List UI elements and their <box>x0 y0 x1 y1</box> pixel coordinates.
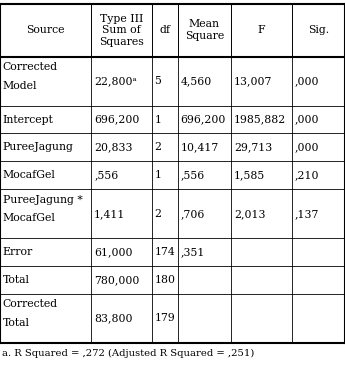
Text: 1,411: 1,411 <box>94 209 126 219</box>
Text: F: F <box>257 25 265 35</box>
Text: ,000: ,000 <box>294 142 319 152</box>
Text: 1,585: 1,585 <box>234 170 265 180</box>
Text: ,556: ,556 <box>94 170 118 180</box>
Text: 174: 174 <box>155 247 175 257</box>
Text: 780,000: 780,000 <box>94 275 140 285</box>
Text: ,137: ,137 <box>294 209 319 219</box>
Text: Corrected: Corrected <box>3 62 58 72</box>
Text: Total: Total <box>3 275 30 285</box>
Text: Intercept: Intercept <box>3 114 53 124</box>
Text: 1: 1 <box>155 170 161 180</box>
Text: 10,417: 10,417 <box>180 142 219 152</box>
Text: 696,200: 696,200 <box>180 114 226 124</box>
Text: ,000: ,000 <box>294 76 319 86</box>
Text: Type III
Sum of
Squares: Type III Sum of Squares <box>99 14 144 47</box>
Text: PureeJagung: PureeJagung <box>3 142 73 152</box>
Text: Error: Error <box>3 247 33 257</box>
Text: 61,000: 61,000 <box>94 247 133 257</box>
Text: PureeJagung *: PureeJagung * <box>3 195 82 205</box>
Text: 29,713: 29,713 <box>234 142 272 152</box>
Text: 696,200: 696,200 <box>94 114 140 124</box>
Text: ,706: ,706 <box>180 209 205 219</box>
Text: 180: 180 <box>155 275 176 285</box>
Text: 5: 5 <box>155 76 161 86</box>
Text: 13,007: 13,007 <box>234 76 272 86</box>
Text: ,556: ,556 <box>180 170 205 180</box>
Text: Corrected: Corrected <box>3 299 58 309</box>
Text: ,210: ,210 <box>294 170 319 180</box>
Text: Source: Source <box>27 25 65 35</box>
Text: Mean
Square: Mean Square <box>185 20 224 41</box>
Text: 2: 2 <box>155 209 161 219</box>
Text: ,000: ,000 <box>294 114 319 124</box>
Text: 179: 179 <box>155 314 175 323</box>
Text: MocafGel: MocafGel <box>3 213 56 223</box>
Text: 83,800: 83,800 <box>94 314 133 323</box>
Text: MocafGel: MocafGel <box>3 170 56 180</box>
Text: 2,013: 2,013 <box>234 209 265 219</box>
Text: df: df <box>159 25 170 35</box>
Text: a. R Squared = ,272 (Adjusted R Squared = ,251): a. R Squared = ,272 (Adjusted R Squared … <box>2 349 254 358</box>
Text: ,351: ,351 <box>180 247 205 257</box>
Text: 4,560: 4,560 <box>180 76 212 86</box>
Text: Total: Total <box>3 318 30 328</box>
Text: 20,833: 20,833 <box>94 142 133 152</box>
Text: Model: Model <box>3 81 37 91</box>
Text: Sig.: Sig. <box>308 25 329 35</box>
Text: 22,800ᵃ: 22,800ᵃ <box>94 76 137 86</box>
Text: 2: 2 <box>155 142 161 152</box>
Text: 1985,882: 1985,882 <box>234 114 286 124</box>
Text: 1: 1 <box>155 114 161 124</box>
